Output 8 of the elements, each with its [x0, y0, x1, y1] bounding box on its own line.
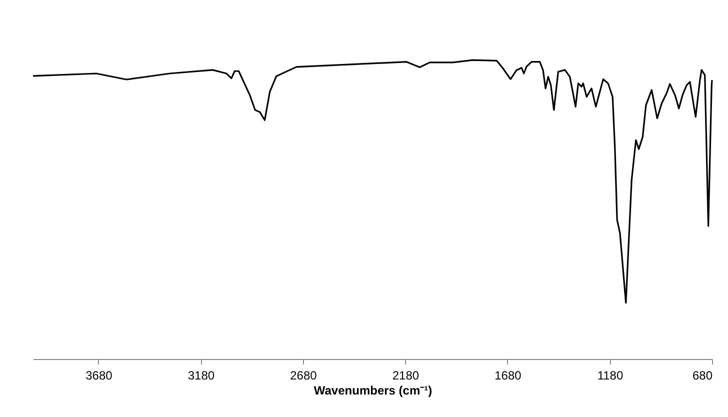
x-tick-label: 1680 — [494, 368, 522, 382]
x-tick-label: 2180 — [392, 368, 420, 382]
x-tick-label: 1180 — [597, 368, 624, 382]
x-tick-label: 3180 — [188, 368, 215, 382]
x-tick-label: 680 — [692, 368, 713, 382]
x-tick-label: 3680 — [86, 368, 113, 382]
x-axis-title: Wavenumbers (cm⁻¹) — [314, 384, 432, 398]
x-tick-label: 2680 — [290, 368, 318, 382]
